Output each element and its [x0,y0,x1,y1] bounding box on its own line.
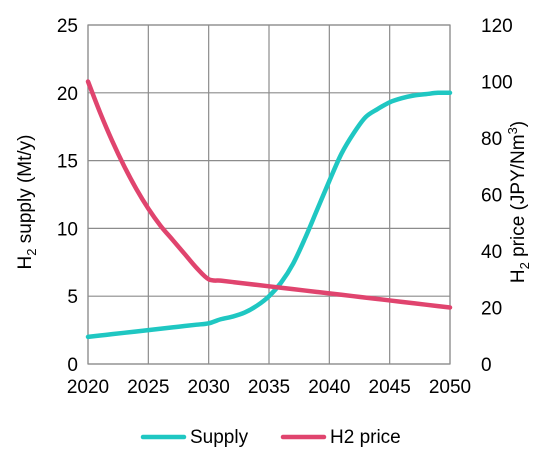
y-left-tick-label: 5 [67,287,78,308]
legend-label-supply: Supply [190,427,249,448]
series-line-h2-price [85,79,453,310]
y-left-tick-label: 25 [57,16,78,37]
legend: Supply H2 price [140,427,401,448]
grid [87,24,451,365]
x-tick-label: 2020 [67,377,109,398]
x-tick-label: 2045 [369,377,411,398]
y-right-tick-label: 120 [481,16,513,37]
y-left-tick-label: 10 [57,219,78,240]
legend-label-h2-price: H2 price [330,427,401,448]
left-axis-ticks: 0 5 10 15 20 25 [57,16,78,376]
y-left-tick-label: 20 [57,84,78,105]
y-right-tick-label: 40 [481,242,502,263]
series-line-supply [85,90,453,340]
y-right-tick-label: 60 [481,186,502,207]
y-right-tick-label: 100 [481,73,513,94]
right-axis-ticks: 0 20 40 60 80 100 120 [481,16,513,376]
x-tick-label: 2035 [248,377,290,398]
y-right-tick-label: 80 [481,129,502,150]
y-axis-left-title: H2 supply (Mt/y) [15,135,39,270]
plot-frame [87,24,451,365]
y-axis-right-title: H2 price (JPY/Nm3) [505,121,532,283]
x-axis-ticks: 2020 2025 2030 2035 2040 2045 2050 [67,377,471,398]
x-tick-label: 2025 [127,377,169,398]
y-right-tick-label: 20 [481,299,502,320]
x-tick-label: 2030 [188,377,230,398]
y-right-tick-label: 0 [481,355,492,376]
y-left-tick-label: 15 [57,152,78,173]
series-lines [85,79,453,340]
x-tick-label: 2050 [429,377,471,398]
x-tick-label: 2040 [308,377,350,398]
y-left-tick-label: 0 [67,355,78,376]
